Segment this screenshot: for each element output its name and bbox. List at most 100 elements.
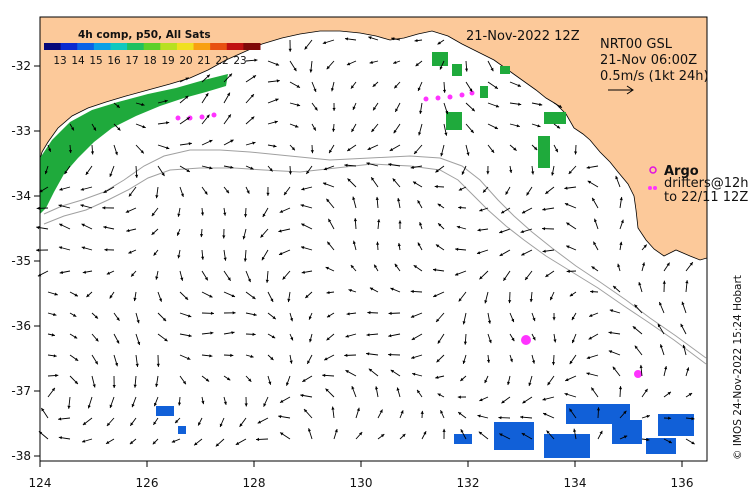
current-vector-head	[531, 171, 535, 175]
current-vector-head	[372, 83, 376, 87]
current-vector-head	[92, 384, 96, 388]
current-vector-head	[250, 166, 254, 170]
current-vector-head	[623, 410, 627, 415]
sst-patch-gulf-d	[544, 112, 566, 124]
current-vector-head	[314, 107, 318, 111]
current-vector-head	[112, 385, 116, 388]
current-vector-head	[666, 262, 670, 266]
current-vector-head	[74, 380, 78, 384]
current-vector-head	[94, 315, 98, 319]
current-vector-head	[36, 226, 40, 230]
current-vector-head	[440, 410, 444, 414]
current-vector-head	[323, 182, 327, 186]
current-vector-head	[223, 212, 227, 216]
current-vector-head	[484, 379, 488, 384]
current-vector-head	[618, 386, 623, 390]
current-vector-head	[128, 193, 132, 197]
current-vector-head	[162, 317, 167, 322]
current-vector-head	[477, 251, 481, 255]
current-vector-head	[93, 127, 96, 131]
current-vector-head	[304, 409, 308, 413]
current-vector-head	[256, 437, 260, 441]
colorbar-segment	[193, 43, 211, 50]
current-vector-head	[309, 69, 313, 73]
current-vector-head	[177, 402, 182, 406]
current-vector-head	[252, 141, 256, 145]
current-vector-head	[206, 74, 210, 78]
current-vector-head	[685, 280, 689, 284]
current-vector-head	[278, 229, 282, 233]
current-vector-head	[659, 344, 663, 348]
current-vector-head	[187, 314, 192, 318]
current-vector-head	[487, 320, 492, 324]
current-vector-head	[353, 218, 357, 222]
current-vector-head	[509, 358, 513, 363]
current-vector-head	[308, 316, 312, 320]
current-vector-head	[367, 311, 371, 315]
current-vector-head	[136, 319, 140, 324]
current-vector-head	[435, 244, 440, 248]
land-mass	[39, 16, 708, 261]
lon-tick-label: 124	[29, 476, 52, 490]
current-vector-head	[287, 298, 291, 303]
current-vector-head	[498, 416, 502, 420]
current-vector-head	[486, 171, 490, 175]
current-vector-head	[686, 367, 690, 371]
current-vector-head	[619, 241, 623, 246]
current-vector-head	[375, 196, 379, 200]
current-vector-head	[479, 398, 483, 402]
lat-tick-label: -34	[11, 189, 31, 203]
current-vector-head	[328, 218, 332, 223]
current-vector-head	[346, 312, 350, 316]
current-vector-head	[495, 104, 500, 108]
current-vector-head	[433, 268, 437, 272]
current-vector-head	[394, 263, 398, 268]
current-vector-head	[483, 189, 487, 193]
drifter-track-gulf	[469, 90, 475, 96]
current-vector-head	[592, 197, 596, 202]
current-vector-head	[200, 234, 204, 238]
current-vector-head	[116, 104, 120, 108]
current-vector-head	[465, 68, 469, 72]
current-vector-head	[380, 434, 385, 438]
current-vector-head	[414, 39, 418, 43]
current-vector-head	[130, 422, 134, 426]
current-vector-head	[109, 173, 113, 177]
current-vector-head	[547, 381, 551, 386]
current-vector-head	[608, 350, 613, 354]
current-vector-head	[545, 273, 549, 277]
current-vector-head	[371, 128, 375, 132]
scale-label: 0.5m/s (1kt 24h)	[600, 69, 709, 84]
current-vector-head	[418, 132, 422, 136]
current-vector-head	[243, 258, 247, 262]
current-vector-head	[513, 147, 517, 151]
current-vector-head	[417, 242, 421, 246]
current-vector-head	[227, 92, 230, 96]
lat-tick-label: -37	[11, 384, 31, 398]
current-vector-head	[479, 276, 483, 280]
current-vector-head	[596, 407, 600, 411]
current-vector-head	[239, 423, 243, 427]
current-vector-head	[345, 37, 349, 41]
current-vector-head	[542, 397, 546, 401]
current-vector-head	[306, 170, 310, 174]
current-vector-head	[326, 291, 330, 295]
current-vector-head	[388, 334, 392, 338]
current-vector-head	[59, 223, 63, 227]
current-vector-head	[201, 400, 205, 405]
current-vector-head	[550, 296, 553, 301]
current-vector-head	[276, 79, 280, 83]
current-vector-head	[117, 127, 121, 131]
current-vector-head	[296, 103, 301, 107]
current-vector-head	[164, 99, 168, 103]
current-vector-head	[586, 165, 590, 169]
imos-credit: © IMOS 24-Nov-2022 15:24 Hobart	[732, 275, 744, 460]
drifter-cluster	[634, 370, 642, 378]
drifter-marker	[648, 186, 657, 190]
current-vector-head	[126, 229, 130, 233]
sst-patch-gulf-g	[480, 86, 488, 98]
current-vector-head	[393, 60, 397, 64]
current-vector-head	[55, 373, 59, 378]
current-vector-head	[271, 335, 276, 339]
current-vector-head	[164, 338, 168, 342]
